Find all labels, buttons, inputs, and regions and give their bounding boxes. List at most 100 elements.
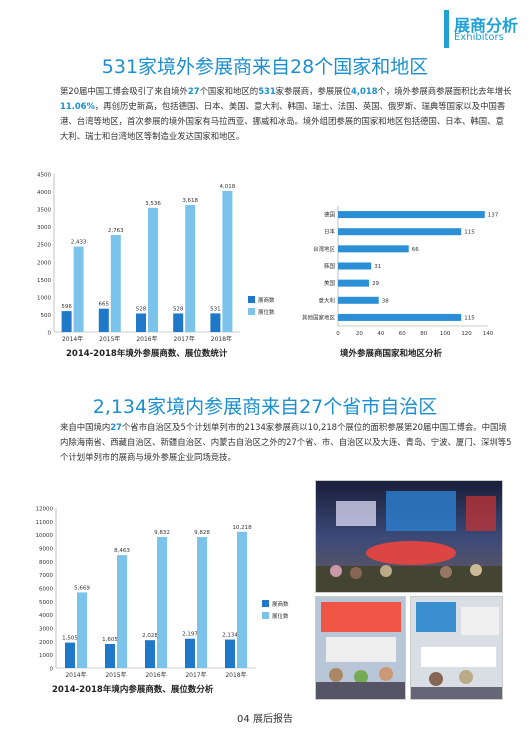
bar-展位数: [73, 246, 84, 332]
x-tick-label: 60: [399, 331, 406, 337]
page-footer: 04 展后报告: [237, 714, 293, 725]
y-tick-label: 1000: [37, 295, 51, 301]
y-tick-label: 3500: [37, 208, 51, 214]
category-label: 韩国: [324, 262, 336, 270]
visitors-photo: [315, 596, 406, 700]
y-tick-label: 0: [50, 667, 54, 673]
data-label: 3,618: [182, 198, 198, 204]
category-label: 美国: [324, 279, 336, 287]
highlight-number: 11.06%: [60, 101, 95, 111]
bar-展商数: [65, 642, 75, 668]
y-tick-label: 1500: [37, 278, 51, 284]
y-tick-label: 6000: [39, 587, 53, 593]
section1-title: 531家境外参展商来自28个国家和地区: [101, 56, 429, 78]
y-tick-label: 12000: [36, 507, 54, 513]
bar-展商数: [61, 311, 72, 332]
highlight-number: 27: [187, 86, 200, 96]
category-label: 日本: [324, 228, 336, 236]
section-tag: 展商分析 Exhibitors: [444, 10, 530, 50]
chart2-caption: 境外参展商国家和地区分析: [340, 349, 443, 359]
section2-title: 2,134家境内参展商来自27个省市自治区: [92, 396, 438, 418]
y-tick-label: 2000: [37, 260, 51, 266]
legend-label: 展位数: [272, 612, 289, 620]
x-tick-label: 80: [420, 331, 427, 337]
y-tick-label: 10000: [36, 533, 54, 539]
y-tick-label: 9000: [39, 547, 53, 553]
x-tick-label: 140: [483, 331, 494, 337]
domestic-exhibitors-chart: 0 1000 2000 3000 4000 5000 6000 7000 8000 9000 100…: [36, 507, 290, 680]
highlight-number: 4,018: [351, 86, 378, 96]
data-label: 665: [99, 302, 110, 308]
data-label: 9,828: [194, 530, 210, 536]
data-label: 2,134: [222, 633, 238, 639]
y-tick-label: 0: [48, 331, 52, 337]
paragraph-text: 来自中国境内: [60, 422, 111, 432]
bar-展位数: [237, 531, 247, 668]
data-label: 3,536: [145, 201, 161, 207]
y-tick-label: 7000: [39, 573, 53, 579]
legend-label: 展商数: [258, 296, 275, 304]
data-label: 31: [374, 264, 381, 270]
y-tick-label: 5000: [39, 600, 53, 606]
paragraph-text: 第20届中国工博会吸引了来自境外: [60, 86, 188, 96]
y-tick-label: 11000: [36, 520, 54, 526]
x-tick-label: 2015年: [105, 671, 126, 679]
bar-展位数: [185, 204, 196, 332]
paragraph-text: 个国家和地区的: [199, 86, 259, 96]
x-tick-label: 20: [356, 331, 363, 337]
x-tick-label: 100: [440, 331, 451, 337]
overseas-country-chart: 0 20 40 60 80 100 120 140 德国 137 日本 115 台湾地区 66 韩国 31 美国…: [302, 206, 499, 337]
data-label: 137: [488, 213, 499, 219]
data-label: 115: [464, 315, 475, 321]
highlight-number: 27: [110, 422, 122, 432]
data-label: 66: [412, 247, 419, 253]
x-tick-label: 40: [377, 331, 384, 337]
y-tick-label: 3000: [39, 627, 53, 633]
overseas-exhibitors-chart: 0 500 1000 1500 2000 2500 3000 3500 4000 4500 596 2…: [37, 173, 275, 344]
bar-展位数: [157, 536, 167, 668]
data-label: 29: [372, 281, 379, 287]
data-label: 528: [173, 306, 184, 312]
bar-展商数: [210, 313, 221, 332]
x-tick-label: 2018年: [225, 671, 246, 679]
category-label: 其他国家地区: [302, 313, 336, 321]
tag-bar: [444, 10, 449, 48]
x-tick-label: 120: [461, 331, 472, 337]
section1-paragraph: 第20届中国工博会吸引了来自境外27个国家和地区的531家参展商，参展展位4,0…: [60, 84, 512, 144]
y-tick-label: 3000: [37, 225, 51, 231]
highlight-number: 531: [258, 86, 276, 96]
data-label: 8,463: [114, 548, 130, 554]
data-label: 2,763: [108, 228, 124, 234]
x-tick-label: 0: [336, 331, 340, 337]
y-tick-label: 2500: [37, 243, 51, 249]
category-label: 德国: [324, 211, 336, 219]
bar-展位数: [77, 592, 87, 668]
category-label: 台湾地区: [313, 245, 336, 253]
legend-swatch: [262, 612, 269, 619]
y-tick-label: 4000: [39, 613, 53, 619]
legend-label: 展商数: [272, 600, 289, 608]
hbar: [338, 245, 409, 253]
data-label: 2,197: [182, 632, 198, 638]
y-tick-label: 500: [41, 313, 52, 319]
legend-label: 展位数: [258, 308, 275, 316]
x-tick-label: 2017年: [185, 671, 206, 679]
hbar: [338, 313, 462, 321]
data-label: 528: [136, 306, 147, 312]
data-label: 9,832: [154, 530, 170, 536]
hbar: [338, 279, 370, 287]
data-label: 596: [61, 304, 72, 310]
y-tick-label: 8000: [39, 560, 53, 566]
x-tick-label: 2018年: [211, 335, 232, 343]
x-tick-label: 2016年: [145, 671, 166, 679]
data-label: 4,018: [220, 184, 236, 190]
y-tick-label: 4500: [37, 173, 51, 179]
x-tick-label: 2017年: [174, 335, 195, 343]
bar-展商数: [185, 638, 195, 668]
hbar: [338, 262, 372, 270]
hbar: [338, 296, 379, 304]
legend-swatch: [262, 600, 269, 607]
paragraph-text: ，再创历史新高，包括德国、日本、美国、意大利、韩国、瑞士、法国、英国、俄罗斯、瑞…: [60, 101, 506, 141]
bar-展商数: [136, 313, 146, 332]
y-tick-label: 1000: [39, 653, 53, 659]
